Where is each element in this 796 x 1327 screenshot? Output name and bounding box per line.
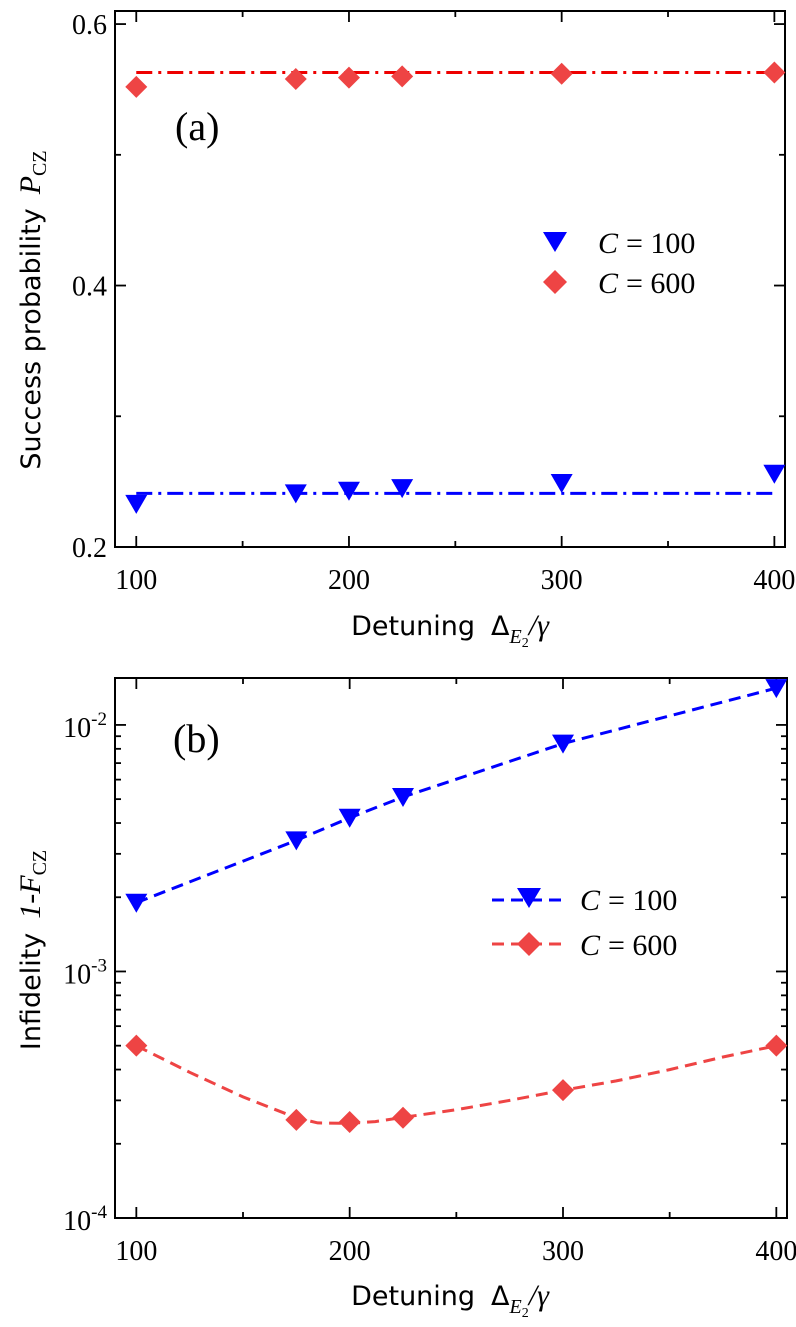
y-tick-label: 0.6 — [72, 10, 107, 41]
svg-text:Success probabilityPCZ: Success probability PCZ — [14, 150, 51, 469]
panel-b-ylabel-prefix: 1- — [14, 894, 47, 919]
y-tick-label: 0.2 — [72, 533, 107, 564]
panel-a-ticks: 100 200 300 400 0.2 0.4 0.6 — [72, 10, 795, 596]
svg-text:Infidelity1-FCZ: Infidelity 1-FCZ — [14, 850, 51, 1050]
panel-a-xlabel-sub: E — [509, 626, 522, 648]
data-point-c-600 — [125, 1034, 148, 1057]
panel-b-ylabel-text: Infidelity — [16, 933, 47, 1050]
panel-b-legend-marker-c100 — [517, 888, 541, 908]
panel-a-xlabel-symbol: Δ — [491, 611, 510, 642]
panel-a: 100 200 300 400 0.2 0.4 0.6 (a) Success probab… — [14, 10, 795, 651]
panel-a-ylabel-symbol: P — [14, 176, 47, 195]
data-point-c-100 — [392, 788, 414, 808]
panel-b-xlabel-text: Detuning — [351, 1281, 475, 1312]
data-point-c-100 — [337, 481, 360, 501]
panel-a-ylabel-subscript: CZ — [29, 150, 51, 176]
x-tick-label: 300 — [541, 565, 583, 596]
panel-b-xlabel-subsub: 2 — [522, 1306, 529, 1321]
panel-b-legend-label-c600: C = 600 — [580, 929, 677, 962]
panel-a-legend-marker-c100 — [543, 232, 567, 252]
y-tick-label: 0.4 — [72, 272, 107, 303]
data-point-c-100 — [285, 831, 308, 851]
panel-b-legend-label-c100: C = 100 — [580, 884, 677, 917]
panel-a-legend: C = 100 C = 600 — [543, 227, 695, 300]
x-tick-label: 200 — [328, 565, 370, 596]
series-line-c-100 — [135, 686, 777, 905]
data-point-c-600 — [552, 1079, 574, 1102]
data-point-c-600 — [125, 75, 148, 98]
x-tick-label: 400 — [753, 565, 795, 596]
data-point-c-600 — [765, 1034, 788, 1057]
data-point-c-100 — [763, 464, 786, 484]
panel-b-xlabel-symbol: Δ — [491, 1281, 510, 1312]
panel-a-ylabel: Success probability PCZ — [14, 150, 51, 469]
panel-a-xlabel-subsub: 2 — [522, 636, 529, 651]
panel-b-plot-frame — [114, 677, 788, 1219]
data-point-c-100 — [284, 484, 307, 504]
data-point-c-100 — [550, 473, 573, 493]
data-point-c-100 — [765, 679, 788, 699]
panel-a-legend-label-c600: C = 600 — [598, 267, 695, 300]
data-point-c-100 — [125, 893, 148, 913]
panel-b-xlabel-sub: E — [509, 1296, 522, 1318]
panel-a-xlabel-suffix: /γ — [527, 609, 550, 642]
data-point-c-100 — [125, 494, 148, 514]
panel-a-label: (a) — [175, 104, 219, 149]
x-tick-label: 200 — [329, 1236, 371, 1267]
y-tick-label: 10-4 — [63, 1202, 107, 1237]
panel-b-ylabel-subscript: CZ — [29, 850, 51, 876]
panel-a-legend-marker-c600 — [543, 270, 567, 294]
panel-a-xlabel: Detuning ΔE2/γ — [351, 609, 550, 651]
data-point-c-600 — [338, 1111, 361, 1134]
data-point-c-100 — [552, 734, 574, 754]
y-tick-label: 10-3 — [63, 955, 107, 990]
panel-a-ylabel-text: Success probability — [16, 208, 47, 469]
x-tick-label: 100 — [115, 565, 157, 596]
data-point-c-100 — [338, 808, 361, 828]
panel-b: 100 200 300 400 10-4 10-3 10-2 (b) Infidelity 1… — [14, 677, 796, 1321]
data-point-c-600 — [337, 66, 360, 89]
x-tick-label: 300 — [542, 1236, 584, 1267]
data-point-c-100 — [391, 479, 414, 499]
panel-b-legend: C = 100 C = 600 — [492, 884, 677, 962]
panel-a-legend-label-c100: C = 100 — [598, 227, 695, 260]
panel-b-label: (b) — [173, 716, 220, 761]
data-point-c-600 — [284, 67, 307, 90]
panel-a-plot-frame — [114, 10, 786, 548]
panel-b-ylabel: Infidelity 1-FCZ — [14, 850, 51, 1050]
panel-b-xlabel-suffix: /γ — [527, 1279, 550, 1312]
panel-a-xlabel-text: Detuning — [351, 611, 475, 642]
data-point-c-600 — [392, 1106, 414, 1129]
x-tick-label: 400 — [755, 1236, 796, 1267]
data-point-c-600 — [391, 65, 414, 88]
data-point-c-600 — [550, 62, 573, 85]
x-tick-label: 100 — [115, 1236, 157, 1267]
data-point-c-600 — [763, 61, 786, 84]
panel-a-series — [125, 61, 786, 514]
y-tick-label: 10-2 — [63, 709, 107, 744]
panel-b-legend-marker-c600 — [517, 932, 541, 956]
panel-b-series — [125, 679, 788, 1134]
data-point-c-600 — [285, 1108, 308, 1131]
panel-b-ylabel-symbol: F — [14, 875, 47, 895]
series-line-c-600 — [135, 1044, 777, 1125]
panel-b-xlabel: Detuning ΔE2/γ — [351, 1279, 550, 1321]
